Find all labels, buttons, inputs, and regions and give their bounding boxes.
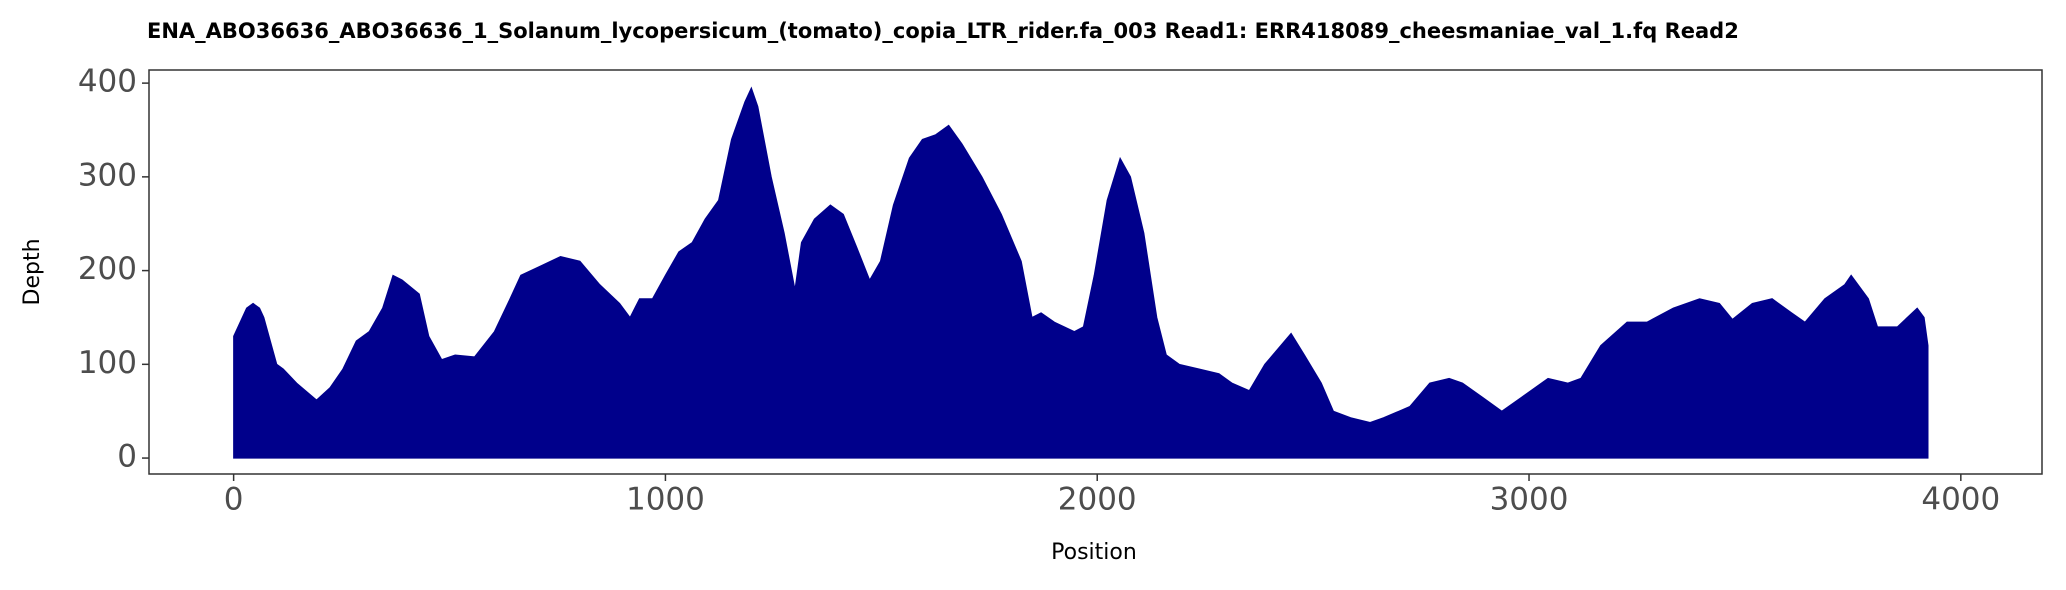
y-tick-label: 400 (78, 64, 137, 100)
depth-area (233, 86, 1929, 459)
plot-border (148, 69, 2043, 475)
chart-title: ENA_ABO36636_ABO36636_1_Solanum_lycopers… (147, 19, 1739, 43)
y-tick-label: 100 (78, 345, 137, 381)
x-tick-label: 3000 (1490, 482, 1569, 518)
y-tick-label: 200 (78, 251, 137, 287)
x-tick-label: 4000 (1921, 482, 2000, 518)
x-tick-label: 1000 (626, 482, 705, 518)
y-tick-label: 0 (117, 439, 137, 475)
y-axis-label: Depth (20, 238, 45, 305)
x-axis-label: Position (1051, 540, 1137, 565)
y-tick-label: 300 (78, 157, 137, 193)
x-tick-label: 2000 (1058, 482, 1137, 518)
x-tick-label: 0 (224, 482, 244, 518)
